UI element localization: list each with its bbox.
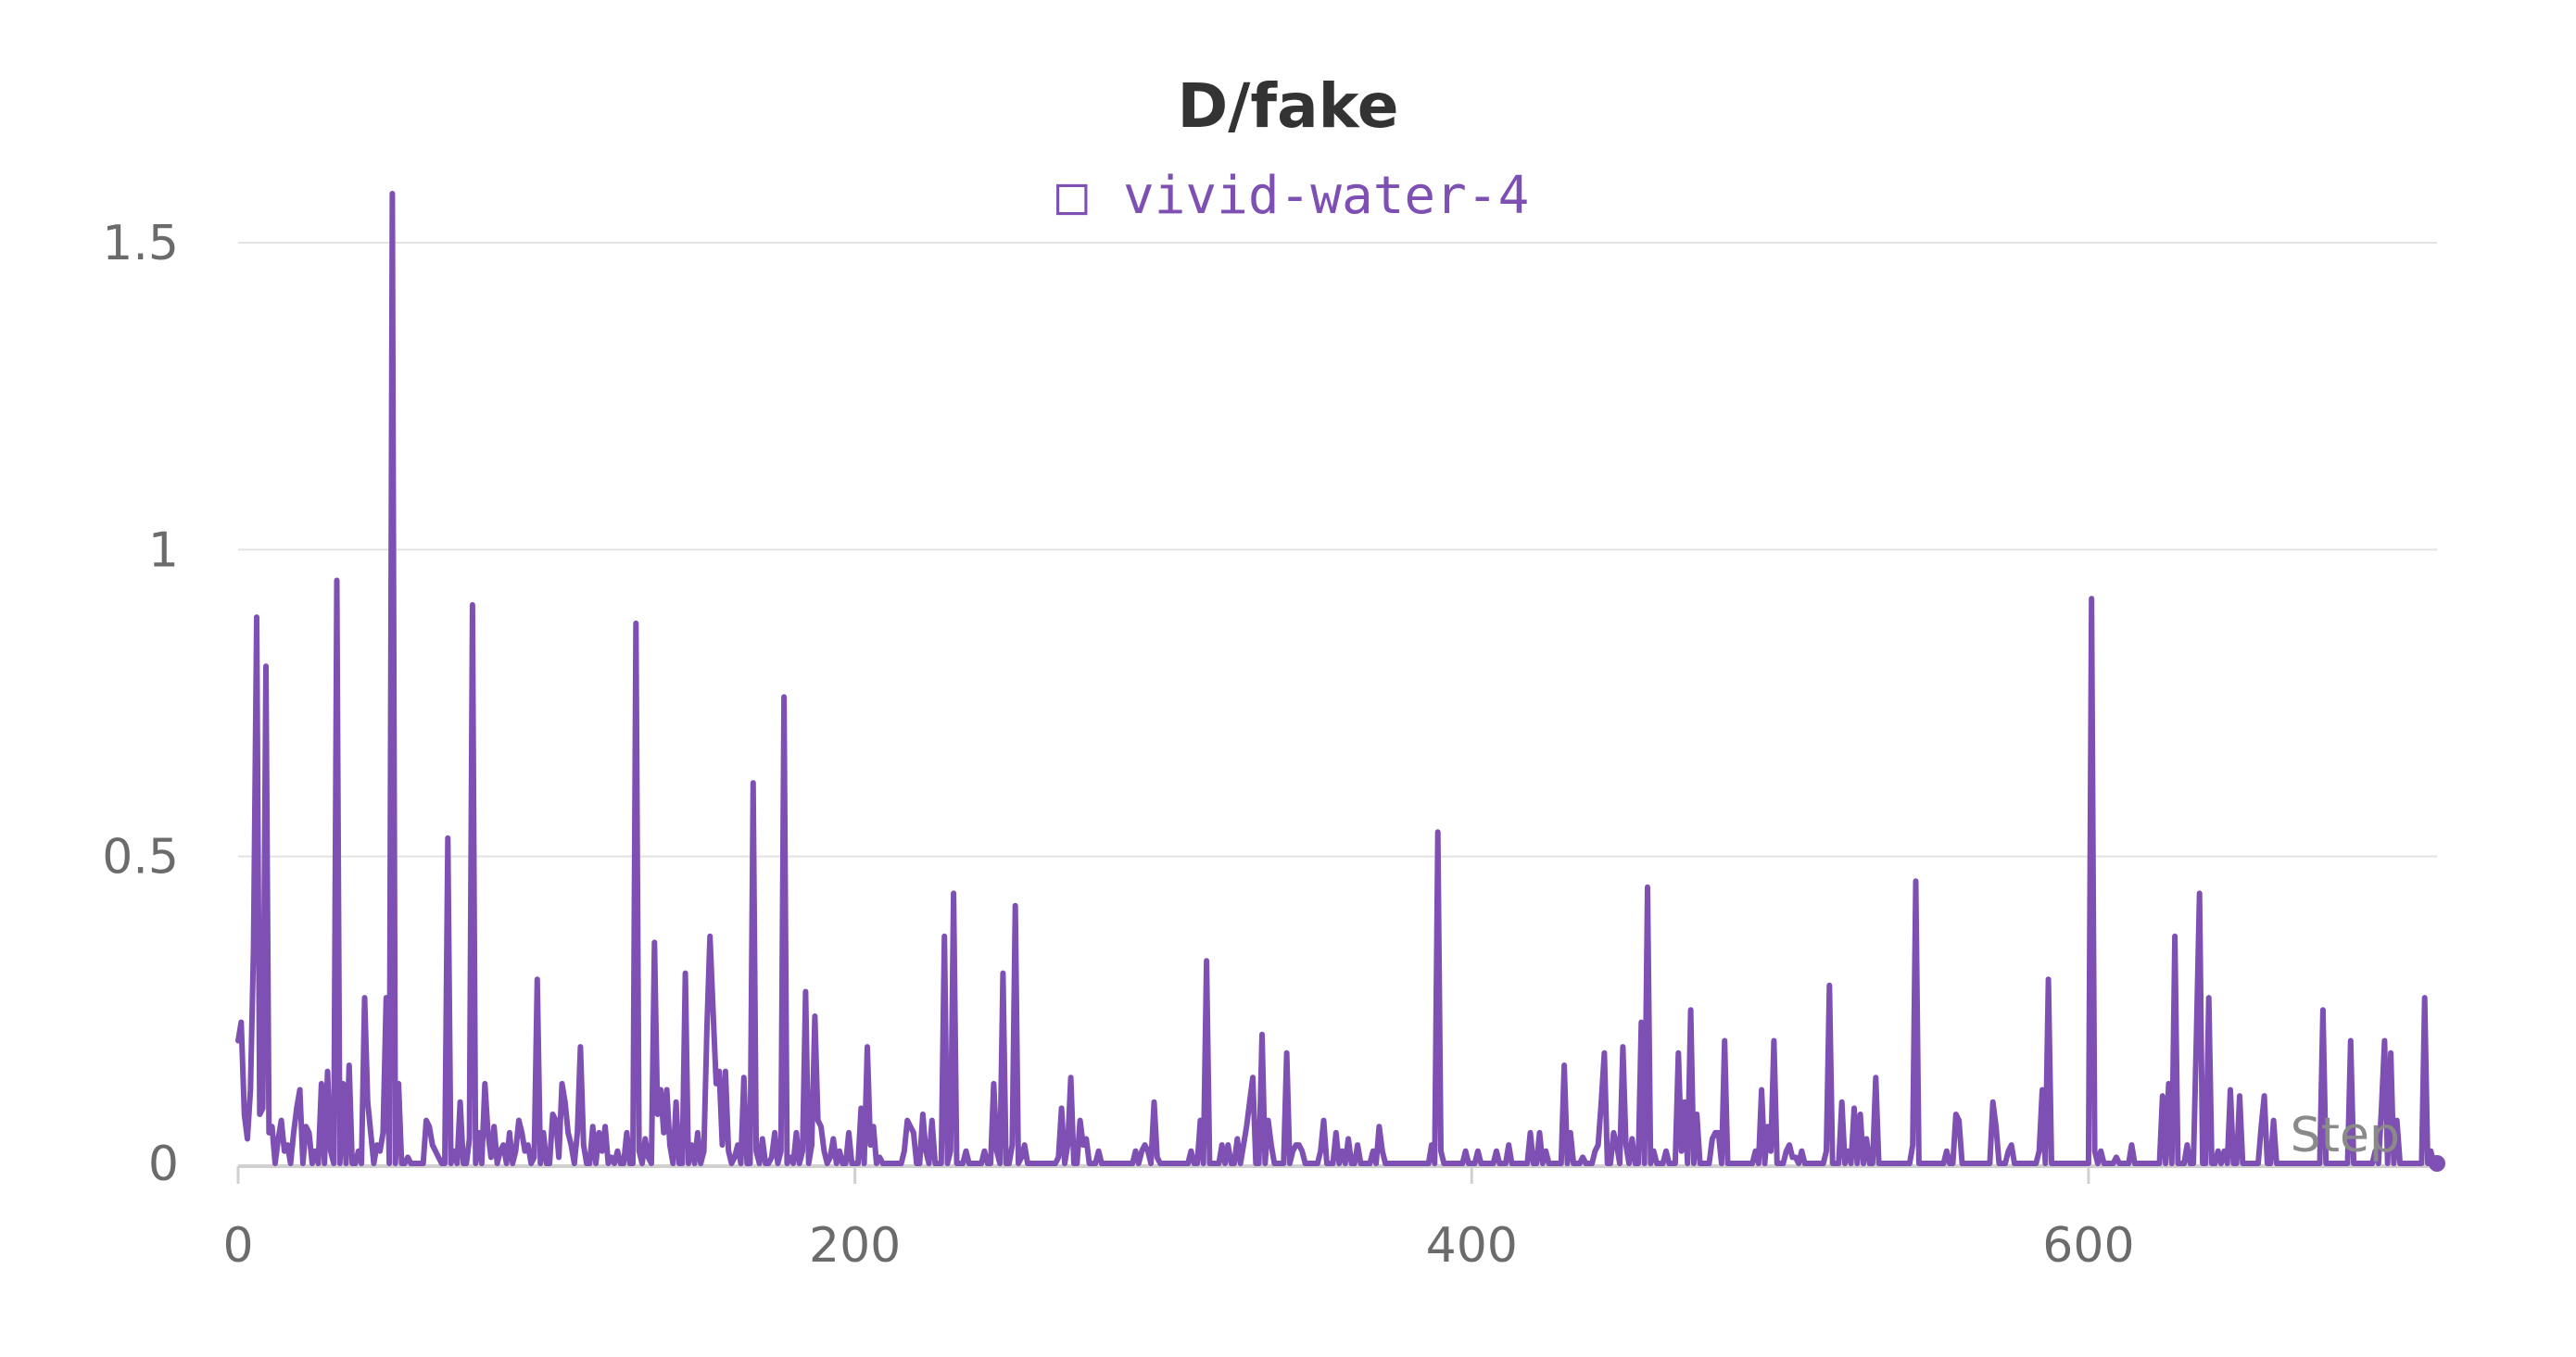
x-tick-label: 0 bbox=[222, 1218, 253, 1274]
y-tick-label: 1 bbox=[148, 522, 179, 578]
legend-series-label[interactable]: vivid-water-4 bbox=[1123, 166, 1529, 226]
series-layer bbox=[235, 191, 2445, 1172]
series-line-0[interactable] bbox=[235, 191, 2440, 1166]
y-tick-label: 1.5 bbox=[102, 216, 179, 271]
legend[interactable]: □ vivid-water-4 bbox=[1056, 166, 1529, 226]
text-layer: D/fake □ vivid-water-4 Step 0 0.5 1 1.5 0 200… bbox=[102, 70, 2400, 1274]
legend-marker-icon: □ bbox=[1056, 166, 1088, 226]
x-tick-label: 600 bbox=[2042, 1218, 2134, 1274]
x-tick-label: 200 bbox=[809, 1218, 901, 1274]
series-end-point[interactable] bbox=[2429, 1155, 2445, 1172]
chart-title: D/fake bbox=[1177, 70, 1398, 142]
y-tick-label: 0 bbox=[148, 1137, 179, 1192]
grid-lines bbox=[238, 242, 2437, 858]
axes bbox=[236, 1164, 2437, 1184]
y-tick-label: 0.5 bbox=[102, 830, 179, 886]
x-axis-label: Step bbox=[2291, 1108, 2400, 1163]
x-tick-label: 400 bbox=[1426, 1218, 1518, 1274]
